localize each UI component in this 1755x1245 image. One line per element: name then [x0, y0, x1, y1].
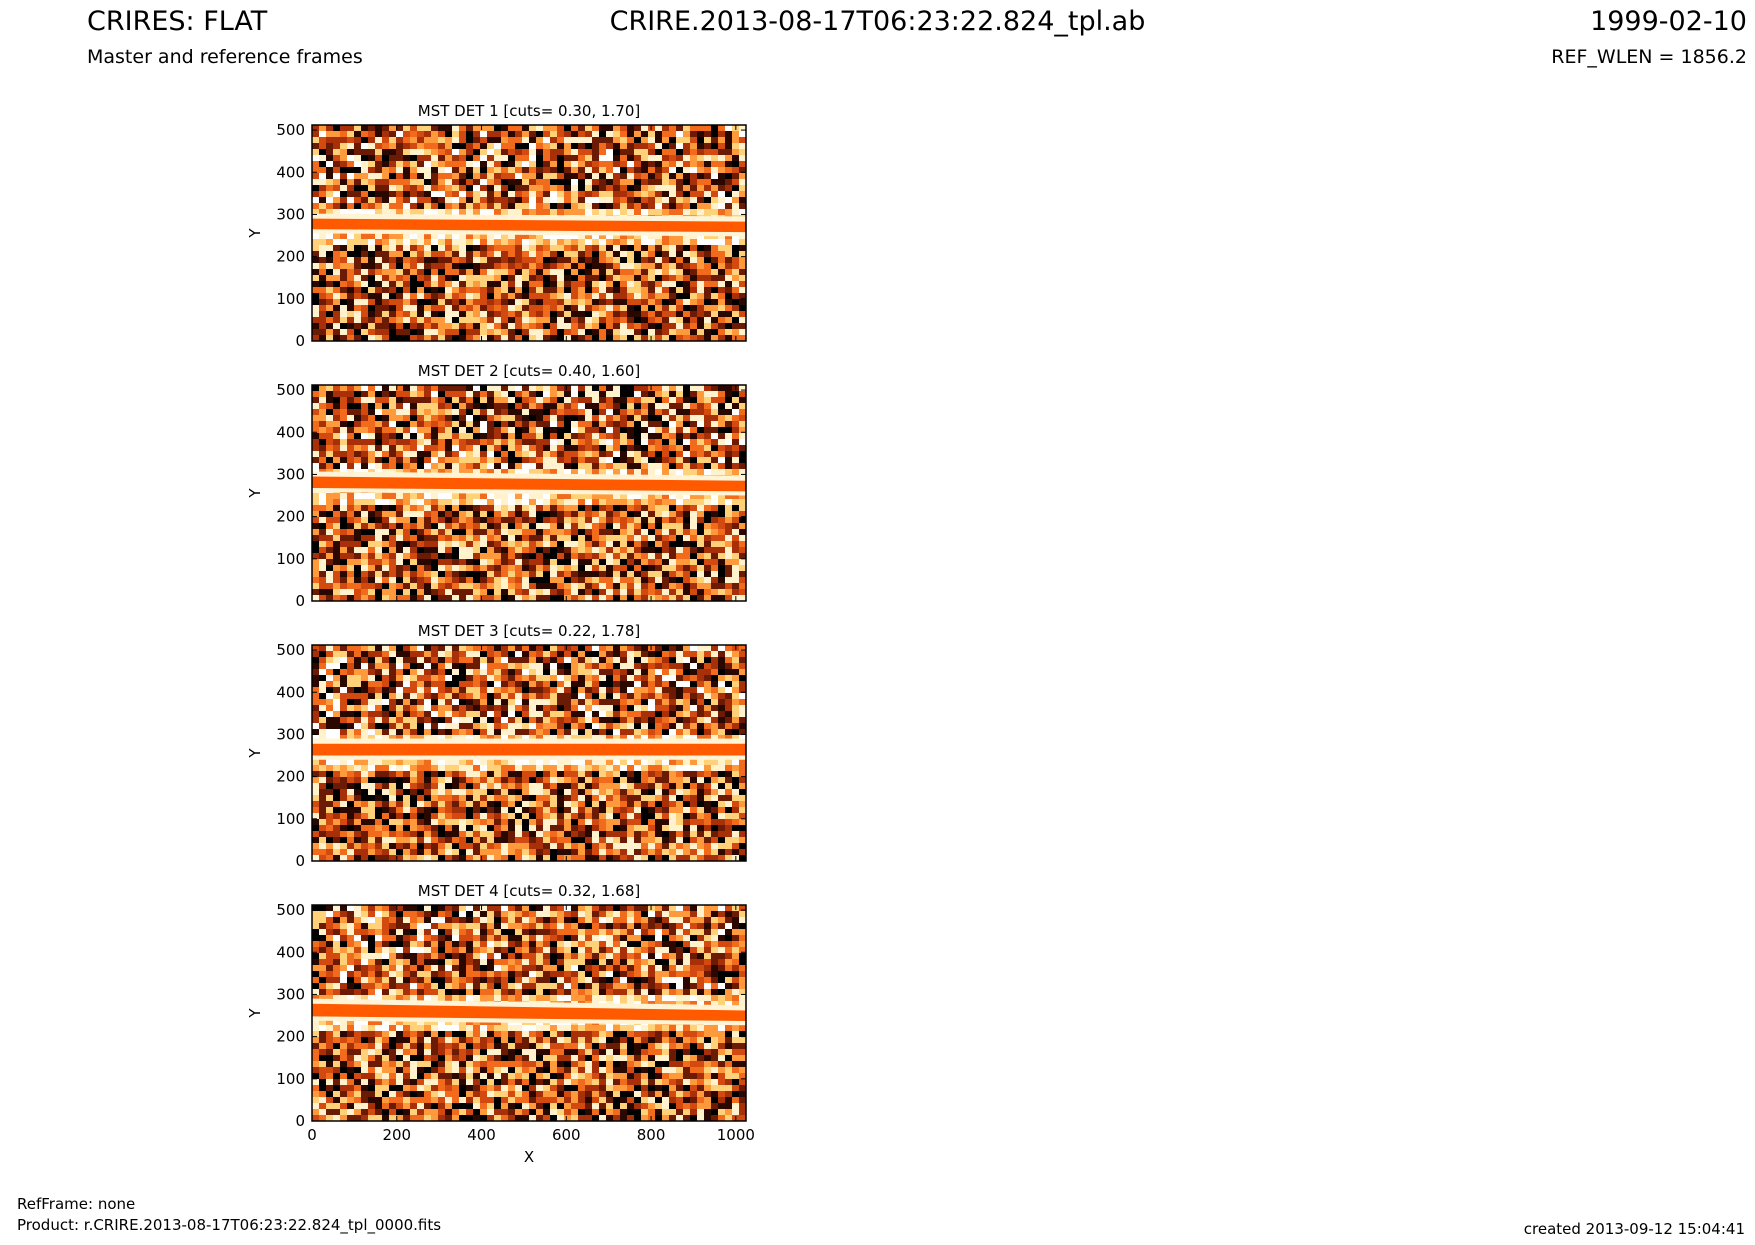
x-tick-label: 600 [552, 1126, 581, 1144]
report-title: CRIRES: FLAT [87, 6, 268, 37]
panel-title-3: MST DET 3 [cuts= 0.22, 1.78] [418, 622, 641, 640]
detector-image-4 [312, 905, 746, 1121]
product-label: Product: r.CRIRE.2013-08-17T06:23:22.824… [17, 1216, 442, 1234]
report-subtitle: Master and reference frames [87, 46, 363, 68]
y-tick-label: 0 [295, 1112, 305, 1130]
detector-image-2 [312, 385, 746, 601]
detector-image-3 [312, 645, 746, 861]
order-band-3 [312, 743, 746, 756]
y-tick-label: 200 [276, 508, 305, 526]
ref-wlen-label: REF_WLEN = 1856.2 [1551, 46, 1747, 68]
axes-frame-2 [311, 384, 747, 602]
y-tick-label: 0 [295, 332, 305, 350]
y-tick-label: 200 [276, 768, 305, 786]
order-band-2 [312, 476, 746, 492]
detector-image-1 [312, 125, 746, 341]
panel-title-2: MST DET 2 [cuts= 0.40, 1.60] [418, 362, 641, 380]
y-tick-label: 100 [276, 550, 305, 568]
y-axis-label: Y [246, 228, 264, 239]
y-tick-label: 300 [276, 465, 305, 483]
x-axis-label: X [524, 1148, 534, 1166]
order-band-4 [312, 1003, 746, 1022]
y-tick-label: 100 [276, 290, 305, 308]
y-tick-label: 200 [276, 248, 305, 266]
y-tick-label: 500 [276, 381, 305, 399]
y-tick-label: 200 [276, 1028, 305, 1046]
y-tick-label: 0 [295, 592, 305, 610]
axes-frame-3 [311, 644, 747, 862]
order-band-1 [312, 218, 746, 233]
axes-frame-1 [311, 124, 747, 342]
file-name-title: CRIRE.2013-08-17T06:23:22.824_tpl.ab [609, 6, 1146, 37]
x-tick-label: 200 [382, 1126, 411, 1144]
y-tick-label: 400 [276, 943, 305, 961]
detector-panel-2: MST DET 2 [cuts= 0.40, 1.60] 0 100 200 300 40… [246, 362, 747, 610]
y-tick-label: 300 [276, 985, 305, 1003]
detector-panel-1: MST DET 1 [cuts= 0.30, 1.70] 0 100 200 300 40… [246, 102, 747, 350]
y-axis-label: Y [246, 748, 264, 759]
detector-panel-4: MST DET 4 [cuts= 0.32, 1.68] 0 100 200 300 40… [246, 882, 755, 1166]
panel-title-1: MST DET 1 [cuts= 0.30, 1.70] [418, 102, 641, 120]
date-title: 1999-02-10 [1590, 6, 1747, 37]
x-tick-label: 400 [467, 1126, 496, 1144]
refframe-label: RefFrame: none [17, 1195, 136, 1213]
x-tick-label: 800 [637, 1126, 666, 1144]
x-tick-label: 0 [307, 1126, 317, 1144]
y-tick-label: 100 [276, 1070, 305, 1088]
y-tick-label: 400 [276, 683, 305, 701]
y-tick-label: 0 [295, 852, 305, 870]
created-timestamp: created 2013-09-12 15:04:41 [1523, 1220, 1745, 1238]
y-axis-label: Y [246, 488, 264, 499]
y-tick-label: 500 [276, 641, 305, 659]
y-tick-label: 500 [276, 121, 305, 139]
y-tick-label: 300 [276, 205, 305, 223]
x-tick-label: 1000 [717, 1126, 755, 1144]
y-tick-label: 500 [276, 901, 305, 919]
y-tick-label: 100 [276, 810, 305, 828]
y-tick-label: 400 [276, 423, 305, 441]
y-tick-label: 400 [276, 163, 305, 181]
detector-panel-3: MST DET 3 [cuts= 0.22, 1.78] 0 100 200 300 40… [246, 622, 747, 870]
y-axis-label: Y [246, 1008, 264, 1019]
panel-title-4: MST DET 4 [cuts= 0.32, 1.68] [418, 882, 641, 900]
axes-frame-4 [311, 904, 747, 1122]
y-tick-label: 300 [276, 725, 305, 743]
